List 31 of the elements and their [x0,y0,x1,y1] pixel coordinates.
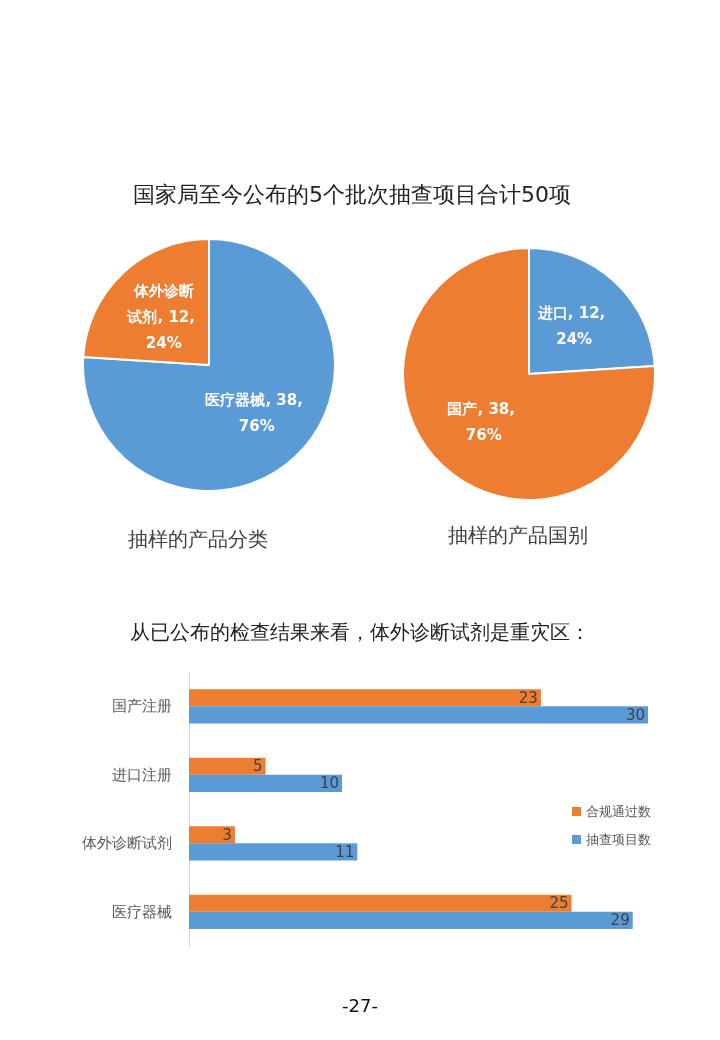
bar [189,911,633,929]
y-tick-label: 医疗器械 [112,902,172,921]
data-label: 30 [625,705,645,724]
data-label: 11 [335,842,355,861]
text: -27- [342,994,378,1016]
data-label: 29 [610,911,630,930]
bar [189,826,235,844]
text: 国家局至今公布的5个批次抽查项目合计50项 [133,181,571,209]
data-label: 5 [252,757,263,776]
bar [189,894,572,912]
text: 抽样的产品分类 [128,527,268,551]
bar [189,774,342,792]
y-tick-label: 进口注册 [112,765,172,784]
bar [189,706,648,724]
chart-title: 从已公布的检查结果来看，体外诊断试剂是重灾区： [130,620,590,644]
data-label: 3 [222,825,232,844]
y-tick-label: 国产注册 [112,697,172,716]
slice-label: 医疗器械, 38, 76% [205,391,303,436]
bar [189,757,266,775]
y-tick-label: 体外诊断试剂 [82,834,172,853]
legend-label: 抽查项目数 [586,832,651,847]
slice-label: 进口, 12, 24% [536,303,611,348]
data-label: 25 [549,894,569,913]
slice-label: 体外诊断试剂, 12, 24% [126,281,201,352]
data-label: 10 [319,774,339,793]
bar [189,843,358,861]
bar [189,689,541,707]
data-label: 23 [518,688,538,707]
legend-label: 合规通过数 [586,804,651,819]
text: 抽样的产品国别 [448,523,588,547]
slice-label: 国产, 38, 76% [447,400,521,445]
